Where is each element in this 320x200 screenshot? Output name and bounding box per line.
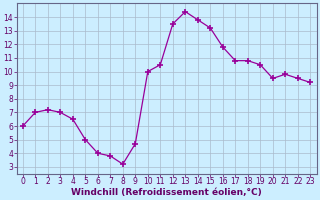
X-axis label: Windchill (Refroidissement éolien,°C): Windchill (Refroidissement éolien,°C)	[71, 188, 262, 197]
